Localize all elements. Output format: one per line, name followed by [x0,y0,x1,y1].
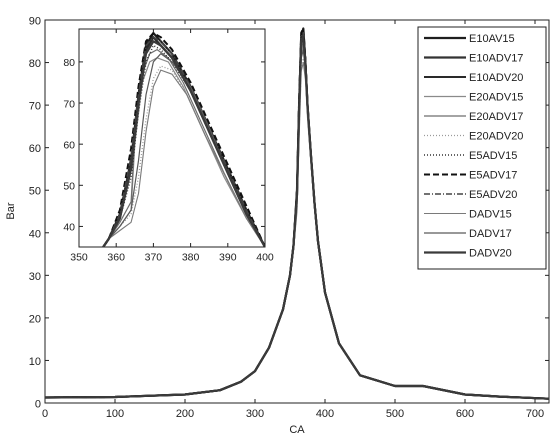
legend-label-dadv20: DADV20 [469,248,512,260]
legend-label-e10adv17: E10ADV17 [469,53,523,65]
main-x-tick-label: 700 [526,408,544,420]
inset-x-tick-label: 350 [70,252,88,264]
inset-x-tick-label: 360 [107,252,125,264]
main-x-tick-label: 100 [106,408,124,420]
legend-label-e20adv17: E20ADV17 [469,111,523,123]
legend-label-dadv15: DADV15 [469,209,512,221]
main-series-line-dadv20 [44,35,550,400]
inset-x-tick-label: 370 [145,252,163,264]
inset-axes-frame [78,28,266,248]
y-axis-label: Bar [5,202,17,219]
main-y-tick-label: 30 [29,271,41,283]
inset-x-tick-label: 400 [256,252,274,264]
inset-y-tick-label: 60 [63,139,75,151]
main-axis-ticks: 0 100 200 300 400 500 600 700 0 10 20 30 40 50 60 70 80 9… [29,16,549,420]
legend-label-e10av15: E10AV15 [469,33,515,45]
legend-label-e20adv15: E20ADV15 [469,92,523,104]
main-x-tick-label: 200 [176,408,194,420]
main-y-tick-label: 70 [29,101,41,113]
main-x-tick-label: 500 [386,408,404,420]
inset-y-tick-label: 50 [63,181,75,193]
main-x-tick-label: 600 [456,408,474,420]
main-y-tick-label: 60 [29,143,41,155]
legend: E10AV15 E10ADV17 E10ADV20 E20ADV15 E20ADV17 E… [424,33,523,260]
inset-series-line-dadv15 [102,69,265,247]
inset-series-line-dadv20 [101,40,265,247]
main-y-tick-label: 20 [29,313,41,325]
legend-box [417,26,547,270]
legend-label-e20adv20: E20ADV20 [469,131,523,143]
inset-y-tick-label: 80 [63,57,75,69]
inset-x-tick-label: 390 [219,252,237,264]
inset-x-tick-label: 380 [182,252,200,264]
legend-label-e10adv20: E10ADV20 [469,72,523,84]
main-y-tick-label: 50 [29,186,41,198]
inset-series-lines [101,31,265,247]
inset-y-tick-label: 40 [63,222,75,234]
x-axis-label: CA [289,424,305,436]
inset-y-tick-label: 70 [63,98,75,110]
main-x-tick-label: 300 [246,408,264,420]
legend-label-dadv17: DADV17 [469,228,512,240]
legend-label-e5adv15: E5ADV15 [469,150,517,162]
main-y-tick-label: 40 [29,228,41,240]
main-y-tick-label: 10 [29,356,41,368]
main-y-tick-label: 0 [35,399,41,411]
inset-series-line-e5adv17 [101,32,265,247]
main-x-tick-label: 400 [316,408,334,420]
main-y-tick-label: 80 [29,58,41,70]
main-x-tick-label: 0 [42,408,48,420]
main-y-tick-label: 90 [29,16,41,28]
legend-label-e5adv17: E5ADV17 [469,170,517,182]
inset-series-line-e5adv20 [102,36,265,247]
legend-label-e5adv20: E5ADV20 [469,189,517,201]
main-series-lines [44,27,550,400]
inset-axis-ticks: 350 360 370 380 390 400 40 50 60 70 80 [63,29,274,264]
